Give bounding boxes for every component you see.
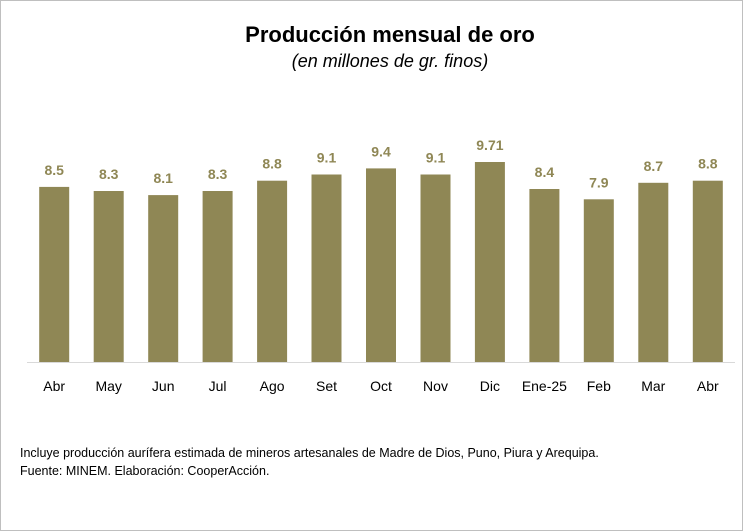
x-tick-label-8: Dic — [480, 378, 500, 394]
x-tick-label-5: Set — [316, 378, 337, 394]
data-label-0: 8.5 — [44, 162, 64, 178]
data-label-7: 9.1 — [426, 150, 446, 166]
data-label-9: 8.4 — [535, 164, 555, 180]
x-tick-label-1: May — [95, 378, 121, 394]
data-label-5: 9.1 — [317, 150, 337, 166]
data-label-1: 8.3 — [99, 166, 119, 182]
footnote-source: Fuente: MINEM. Elaboración: CooperAcción… — [20, 464, 270, 478]
bar-set-5 — [311, 174, 342, 362]
data-label-3: 8.3 — [208, 166, 228, 182]
data-label-12: 8.8 — [698, 156, 718, 172]
data-label-10: 7.9 — [589, 174, 609, 190]
x-tick-label-3: Jul — [209, 378, 227, 394]
chart-subtitle: (en millones de gr. finos) — [291, 51, 489, 71]
bar-ago-4 — [257, 180, 288, 362]
x-tick-label-6: Oct — [370, 378, 392, 394]
bar-may-1 — [93, 191, 124, 362]
data-label-11: 8.7 — [644, 158, 664, 174]
x-tick-label-2: Jun — [152, 378, 175, 394]
x-tick-label-0: Abr — [43, 378, 65, 394]
x-tick-label-11: Mar — [641, 378, 665, 394]
bar-oct-6 — [366, 168, 396, 362]
bar-jun-2 — [148, 195, 179, 362]
bar-ene-25-9 — [529, 189, 560, 362]
data-label-6: 9.4 — [371, 143, 391, 159]
x-tick-label-9: Ene-25 — [522, 378, 567, 394]
data-label-2: 8.1 — [153, 170, 173, 186]
x-tick-label-10: Feb — [587, 378, 611, 394]
bar-jul-3 — [202, 191, 233, 362]
chart-title: Producción mensual de oro — [245, 22, 535, 47]
x-tick-label-12: Abr — [697, 378, 719, 394]
footnote-description: Incluye producción aurífera estimada de … — [20, 446, 599, 460]
bar-mar-11 — [638, 182, 669, 362]
bar-feb-10 — [583, 199, 614, 362]
bar-nov-7 — [420, 174, 451, 362]
footnote: Incluye producción aurífera estimada de … — [20, 444, 600, 480]
bar-abr-12 — [692, 180, 723, 362]
x-tick-label-7: Nov — [423, 378, 448, 394]
data-label-8: 9.71 — [476, 137, 503, 153]
x-tick-label-4: Ago — [260, 378, 285, 394]
bar-dic-8 — [474, 162, 505, 362]
bar-abr-0 — [39, 186, 70, 362]
data-label-4: 8.8 — [262, 156, 282, 172]
